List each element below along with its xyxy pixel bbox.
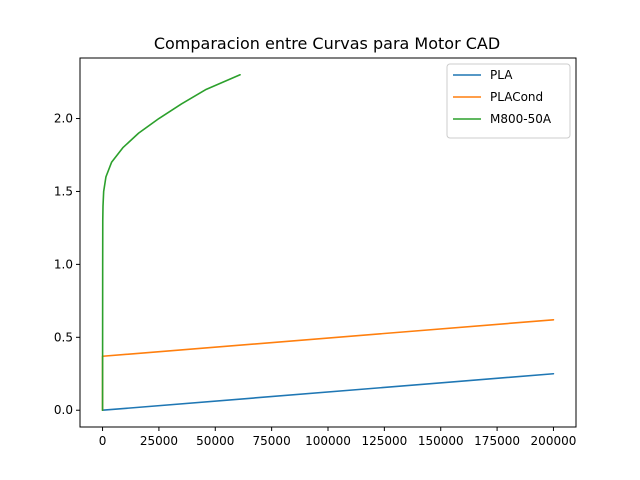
series-line-m800-50a bbox=[101, 73, 241, 412]
chart-title: Comparacion entre Curvas para Motor CAD bbox=[154, 34, 500, 53]
x-tick-label: 25000 bbox=[140, 434, 178, 448]
y-tick-label: 0.5 bbox=[54, 330, 73, 344]
legend: PLA PLACond M800-50A bbox=[446, 63, 571, 139]
y-axis: 0.0 0.5 1.0 1.5 2.0 bbox=[54, 112, 80, 417]
x-tick-label: 175000 bbox=[474, 434, 520, 448]
y-tick-label: 2.0 bbox=[54, 112, 73, 126]
y-tick-label: 0.0 bbox=[54, 403, 73, 417]
y-tick-label: 1.0 bbox=[54, 257, 73, 271]
series-line-pla bbox=[101, 372, 555, 412]
legend-label: M800-50A bbox=[490, 112, 552, 126]
series-layer bbox=[101, 73, 555, 412]
x-tick-label: 0 bbox=[99, 434, 107, 448]
x-tick-label: 150000 bbox=[418, 434, 464, 448]
x-tick-label: 125000 bbox=[361, 434, 407, 448]
y-tick-label: 1.5 bbox=[54, 184, 73, 198]
x-axis: 0 25000 50000 75000 100000 125000 150000 175000… bbox=[99, 427, 577, 448]
x-tick-label: 75000 bbox=[253, 434, 291, 448]
series-line-placond bbox=[101, 318, 555, 412]
legend-label: PLA bbox=[490, 68, 513, 82]
x-tick-label: 50000 bbox=[196, 434, 234, 448]
x-tick-label: 200000 bbox=[531, 434, 577, 448]
x-tick-label: 100000 bbox=[305, 434, 351, 448]
legend-label: PLACond bbox=[490, 90, 543, 104]
